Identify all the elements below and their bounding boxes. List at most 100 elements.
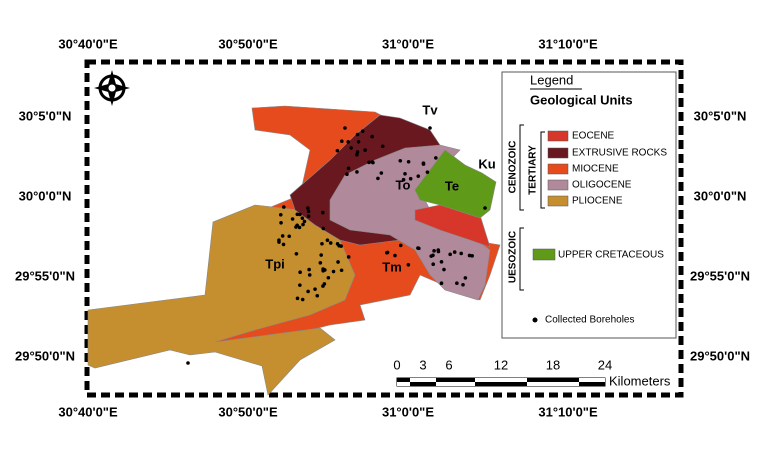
borehole xyxy=(343,126,347,130)
scale-segment xyxy=(579,382,605,386)
legend-label: OLIGOCENE xyxy=(572,180,632,191)
borehole xyxy=(434,156,438,160)
borehole xyxy=(398,243,403,248)
scale-segment xyxy=(553,382,579,386)
legend-swatch xyxy=(547,130,569,142)
borehole xyxy=(295,296,300,301)
borehole xyxy=(326,275,331,280)
scale-segment xyxy=(436,382,449,386)
borehole xyxy=(408,176,413,181)
scale-segment xyxy=(579,378,605,382)
borehole xyxy=(442,267,446,272)
borehole xyxy=(339,268,344,273)
borehole xyxy=(298,270,302,275)
borehole xyxy=(282,205,286,209)
coordinate-label: 29°50'0"N xyxy=(690,348,750,363)
scale-segment xyxy=(527,378,553,382)
borehole xyxy=(401,177,406,182)
borehole xyxy=(306,206,310,210)
legend-swatch xyxy=(532,248,556,261)
legend-box xyxy=(501,71,677,339)
borehole xyxy=(467,253,472,258)
coordinate-label: 30°0'0"N xyxy=(694,188,747,203)
coordinate-label: 29°50'0"N xyxy=(15,348,75,363)
scale-label: 6 xyxy=(445,357,452,372)
borehole xyxy=(320,210,325,215)
scale-segment xyxy=(475,378,501,382)
borehole xyxy=(328,241,333,245)
scale-segment xyxy=(553,378,579,382)
coordinate-label: 30°50'0"E xyxy=(218,404,278,419)
scale-segment xyxy=(410,382,423,386)
scale-segment xyxy=(501,382,527,386)
borehole xyxy=(439,260,444,264)
borehole xyxy=(345,172,349,177)
borehole xyxy=(331,269,336,274)
scale-label: 18 xyxy=(546,357,560,372)
legend-swatch xyxy=(547,179,569,191)
borehole xyxy=(417,246,421,251)
borehole xyxy=(298,212,302,217)
borehole xyxy=(448,252,452,257)
borehole xyxy=(295,212,300,217)
borehole xyxy=(439,281,444,286)
coordinate-label: 30°0'0"N xyxy=(19,188,72,203)
borehole xyxy=(325,238,330,243)
borehole xyxy=(425,170,430,174)
borehole xyxy=(301,222,305,227)
coordinate-label: 31°10'0"E xyxy=(538,404,598,419)
period-label: TERTIARY xyxy=(528,145,539,195)
scale-segment xyxy=(501,378,527,382)
legend-swatch xyxy=(547,163,569,175)
coordinate-label: 30°40'0"E xyxy=(58,36,118,51)
scale-segment xyxy=(410,378,423,382)
borehole xyxy=(186,361,190,365)
scale-segment xyxy=(475,382,501,386)
scale-segment xyxy=(449,378,475,382)
scale-segment xyxy=(397,382,410,386)
borehole xyxy=(393,253,397,258)
coordinate-label: 30°5'0"N xyxy=(694,108,747,123)
geology-unit xyxy=(414,149,497,219)
coordinate-label: 29°55'0"N xyxy=(15,268,75,283)
borehole xyxy=(306,289,310,294)
map-label: Tv xyxy=(422,102,438,117)
borehole xyxy=(320,241,324,246)
legend-label: PLIOCENE xyxy=(572,196,623,207)
scale-label: 12 xyxy=(494,357,508,372)
legend-label: UPPER CRETACEOUS xyxy=(558,250,664,261)
borehole xyxy=(349,146,353,150)
borehole xyxy=(367,160,371,165)
map-label: Te xyxy=(445,178,459,193)
coordinate-label: 30°40'0"E xyxy=(58,404,118,419)
borehole xyxy=(346,166,351,171)
borehole xyxy=(335,148,340,153)
borehole xyxy=(339,244,343,248)
borehole xyxy=(370,160,375,164)
map-label: Tm xyxy=(382,259,402,274)
era-label: CENOZOIC xyxy=(508,141,519,194)
scale-segment xyxy=(449,382,475,386)
borehole xyxy=(403,171,407,176)
borehole xyxy=(452,250,457,254)
map-label: To xyxy=(396,177,411,192)
scale-segment xyxy=(527,382,553,386)
legend-swatch xyxy=(547,195,569,207)
borehole xyxy=(370,134,374,139)
map-frame xyxy=(84,59,684,398)
borehole xyxy=(463,276,468,280)
scale-unit: Kilometers xyxy=(609,373,671,388)
borehole xyxy=(356,140,361,144)
borehole xyxy=(406,263,411,267)
coordinate-label: 31°0'0"E xyxy=(382,36,434,51)
borehole xyxy=(281,242,286,247)
north-arrow xyxy=(94,70,130,106)
borehole xyxy=(398,158,403,163)
borehole xyxy=(483,206,487,210)
borehole xyxy=(315,293,320,298)
borehole xyxy=(307,267,311,272)
geology-unit xyxy=(87,204,356,396)
legend-label: EXTRUSIVE ROCKS xyxy=(572,148,667,159)
coordinate-label: 30°5'0"N xyxy=(19,108,72,123)
